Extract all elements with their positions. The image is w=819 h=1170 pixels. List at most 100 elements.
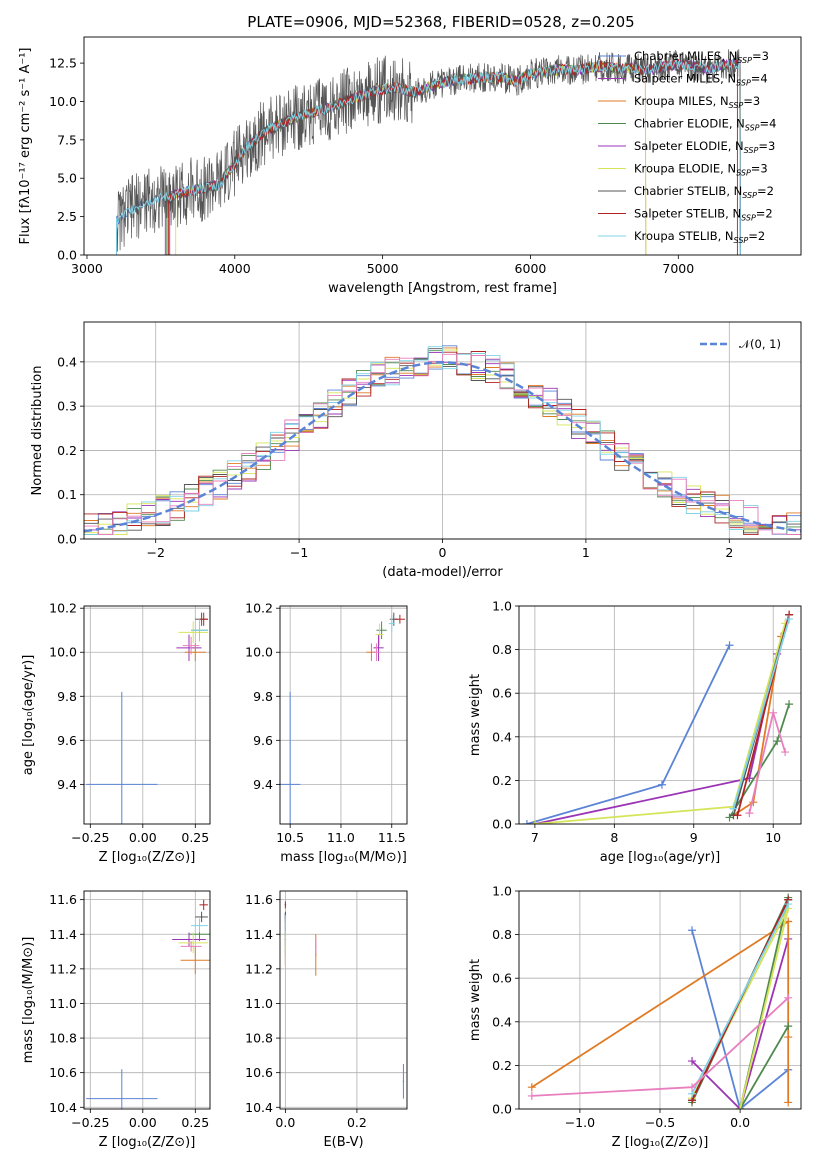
legend: Chabrier MILES, NSSP=3 Salpeter MILES, NS… bbox=[598, 49, 776, 245]
y-tick-label: 10.8 bbox=[245, 1031, 273, 1046]
axes-frame bbox=[83, 890, 211, 1110]
point-marker bbox=[784, 1022, 793, 1031]
legend-label: Kroupa MILES, NSSP=3 bbox=[634, 94, 760, 110]
axes-frame bbox=[518, 605, 802, 825]
point-marker bbox=[784, 1033, 793, 1042]
axes-frame bbox=[83, 605, 211, 825]
x-tick-label: 7 bbox=[531, 830, 539, 845]
weight-series-5 bbox=[534, 623, 786, 824]
x-tick-label: 10 bbox=[765, 830, 781, 845]
x-axis-label: mass [log₁₀(M/M⊙)] bbox=[280, 850, 407, 865]
legend-label: Chabrier MILES, NSSP=3 bbox=[634, 49, 769, 65]
y-tick-label: 10.0 bbox=[49, 645, 77, 660]
x-tick-label: 6000 bbox=[515, 261, 547, 276]
legend-label: Salpeter STELIB, NSSP=2 bbox=[634, 207, 773, 223]
weight-series-8 bbox=[732, 618, 790, 809]
x-tick-label: 9 bbox=[690, 830, 698, 845]
x-axis-label: Z [log₁₀(Z/Z⊙)] bbox=[99, 1135, 196, 1150]
x-axis-label: age [log₁₀(age/yr)] bbox=[600, 850, 721, 865]
x-tick-label: −0.25 bbox=[71, 1115, 109, 1130]
legend-label: Chabrier STELIB, NSSP=2 bbox=[634, 184, 774, 200]
point-marker bbox=[781, 748, 790, 757]
point-marker bbox=[527, 1091, 536, 1100]
x-tick-label: 10.5 bbox=[276, 830, 304, 845]
y-tick-label: 10.6 bbox=[245, 1065, 273, 1080]
x-tick-label: 0.25 bbox=[181, 830, 209, 845]
panel-2: −2 −1 0 1 2 0.0 0.1 0.2 0.3 0.4 (data-model)/error… bbox=[30, 321, 802, 580]
y-axis-label: age [log₁₀(age/yr)] bbox=[21, 655, 36, 776]
panel-1: 3000 4000 5000 6000 7000 0.0 2.5 5.0 7.5 10.0 12.5… bbox=[18, 13, 802, 296]
plot-area bbox=[86, 612, 208, 824]
panel-4: 10.5 11.0 11.5 9.4 9.6 9.8 10.0 10.2 mass [log₁₀… bbox=[245, 601, 408, 865]
histogram-series-8 bbox=[84, 346, 801, 536]
x-axis-label: Z [log₁₀(Z/Z⊙)] bbox=[612, 1135, 709, 1150]
plot-area bbox=[522, 610, 794, 824]
x-tick-label: 11.0 bbox=[327, 830, 355, 845]
panel-7: 0.0 0.2 10.4 10.6 10.8 11.0 11.2 11.4 11.6 E(B-V) bbox=[245, 890, 408, 1150]
y-tick-label: 9.8 bbox=[253, 689, 273, 704]
point-marker bbox=[688, 1057, 697, 1066]
y-tick-label: 9.6 bbox=[57, 733, 77, 748]
y-tick-label: 0.0 bbox=[57, 248, 77, 263]
y-tick-label: 0.0 bbox=[492, 817, 512, 832]
x-tick-label: 5000 bbox=[367, 261, 399, 276]
x-tick-label: −1.0 bbox=[565, 1115, 595, 1130]
point-marker bbox=[725, 641, 734, 650]
point-marker bbox=[657, 780, 666, 789]
y-tick-label: 0.8 bbox=[492, 927, 512, 942]
x-tick-label: −2 bbox=[146, 545, 164, 560]
legend-label: Salpeter ELODIE, NSSP=3 bbox=[634, 139, 775, 155]
spectrum-series-8 bbox=[167, 58, 738, 255]
x-tick-label: −0.25 bbox=[71, 830, 109, 845]
y-tick-label: 0.2 bbox=[492, 773, 512, 788]
chart-title: PLATE=0906, MJD=52368, FIBERID=0528, z=0… bbox=[247, 13, 634, 31]
y-tick-label: 9.4 bbox=[253, 777, 273, 792]
weight-series-8 bbox=[691, 903, 790, 1095]
plot-area bbox=[86, 899, 210, 1109]
axes-frame bbox=[83, 36, 802, 256]
y-tick-label: 10.2 bbox=[245, 601, 273, 616]
legend-label: Chabrier ELODIE, NSSP=4 bbox=[634, 117, 776, 133]
spectrum-series-9 bbox=[116, 58, 741, 255]
y-axis-label: Flux [fλ10⁻¹⁷ erg cm⁻² s⁻¹ A⁻¹] bbox=[18, 48, 33, 245]
y-axis-label: mass [log₁₀(M/M⊙)] bbox=[21, 937, 36, 1064]
panel-5: 7 8 9 10 0.0 0.2 0.4 0.6 0.8 1.0 age [log₁₀(age/yr… bbox=[468, 599, 802, 865]
legend-label: Kroupa ELODIE, NSSP=3 bbox=[634, 162, 768, 178]
plot-area bbox=[280, 612, 405, 824]
axes-frame bbox=[518, 890, 802, 1110]
weight-series-3 bbox=[531, 919, 790, 1103]
x-tick-label: −1 bbox=[290, 545, 308, 560]
y-tick-label: 0.3 bbox=[57, 399, 77, 414]
weight-series-1 bbox=[691, 929, 789, 1109]
y-tick-label: 0.4 bbox=[492, 1014, 512, 1029]
y-tick-label: 11.4 bbox=[49, 927, 77, 942]
plot-area bbox=[284, 901, 405, 1099]
x-tick-label: −0.5 bbox=[645, 1115, 675, 1130]
y-tick-label: 0.4 bbox=[57, 354, 77, 369]
plot-area bbox=[116, 49, 741, 255]
normal-curve bbox=[84, 361, 801, 533]
spectrum-series-2 bbox=[164, 57, 741, 255]
y-tick-label: 2.5 bbox=[57, 209, 77, 224]
y-tick-label: 1.0 bbox=[492, 599, 512, 614]
y-tick-label: 11.2 bbox=[245, 961, 273, 976]
y-axis-label: Normed distribution bbox=[30, 366, 45, 496]
weight-series-2 bbox=[691, 938, 790, 1109]
plot-area bbox=[527, 893, 793, 1109]
point-marker bbox=[736, 1105, 745, 1109]
x-tick-label: 0 bbox=[439, 545, 447, 560]
y-tick-label: 11.6 bbox=[245, 892, 273, 907]
y-tick-label: 1.0 bbox=[492, 884, 512, 899]
x-tick-label: 11.5 bbox=[378, 830, 406, 845]
point-marker bbox=[522, 820, 531, 824]
y-tick-label: 0.2 bbox=[57, 443, 77, 458]
spectrum-series-7 bbox=[116, 49, 741, 255]
x-tick-label: 0.0 bbox=[730, 1115, 750, 1130]
y-tick-label: 10.0 bbox=[49, 94, 77, 109]
y-tick-label: 11.4 bbox=[245, 927, 273, 942]
axes-frame bbox=[279, 890, 408, 1110]
y-tick-label: 0.4 bbox=[492, 729, 512, 744]
point-marker bbox=[688, 1083, 697, 1092]
weight-series-1 bbox=[526, 644, 731, 824]
